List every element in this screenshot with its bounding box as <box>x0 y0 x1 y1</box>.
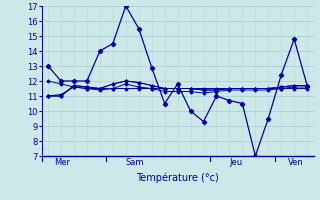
Text: Mer: Mer <box>54 158 70 167</box>
X-axis label: Température (°c): Température (°c) <box>136 173 219 183</box>
Text: Jeu: Jeu <box>229 158 243 167</box>
Text: Sam: Sam <box>126 158 144 167</box>
Text: Ven: Ven <box>288 158 303 167</box>
